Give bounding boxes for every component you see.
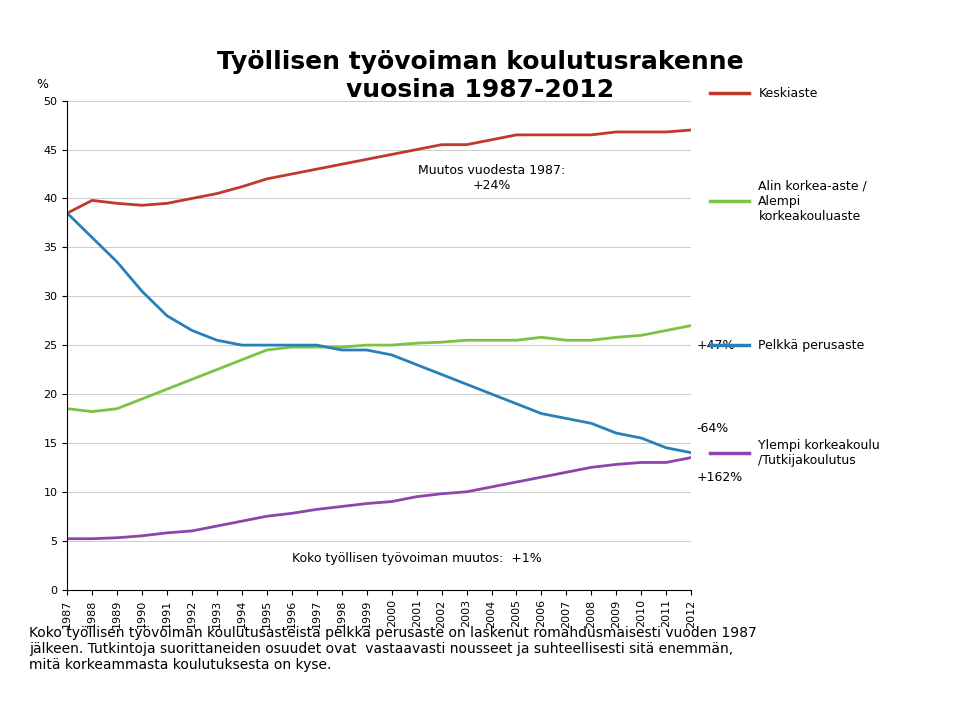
Text: Koko työllisen työvoiman muutos:  +1%: Koko työllisen työvoiman muutos: +1% — [292, 552, 541, 565]
Text: -64%: -64% — [696, 422, 729, 435]
Text: Pelkkä perusaste: Pelkkä perusaste — [758, 339, 865, 352]
Text: Koko työllisen työvoiman koulutusasteista pelkkä perusaste on laskenut romahdusm: Koko työllisen työvoiman koulutusasteist… — [29, 626, 756, 672]
Text: Alin korkea-aste /
Alempi
korkeakouluaste: Alin korkea-aste / Alempi korkeakouluast… — [758, 180, 867, 223]
Text: Ylempi korkeakoulu
/Tutkijakoulutus: Ylempi korkeakoulu /Tutkijakoulutus — [758, 439, 880, 467]
Y-axis label: %: % — [36, 78, 48, 91]
Text: Työllisen työvoiman koulutusrakenne
vuosina 1987-2012: Työllisen työvoiman koulutusrakenne vuos… — [217, 50, 743, 102]
Text: +47%: +47% — [696, 339, 734, 352]
Text: Keskiaste: Keskiaste — [758, 87, 818, 100]
Text: Muutos vuodesta 1987:
+24%: Muutos vuodesta 1987: +24% — [418, 164, 565, 192]
Text: +162%: +162% — [696, 471, 742, 484]
